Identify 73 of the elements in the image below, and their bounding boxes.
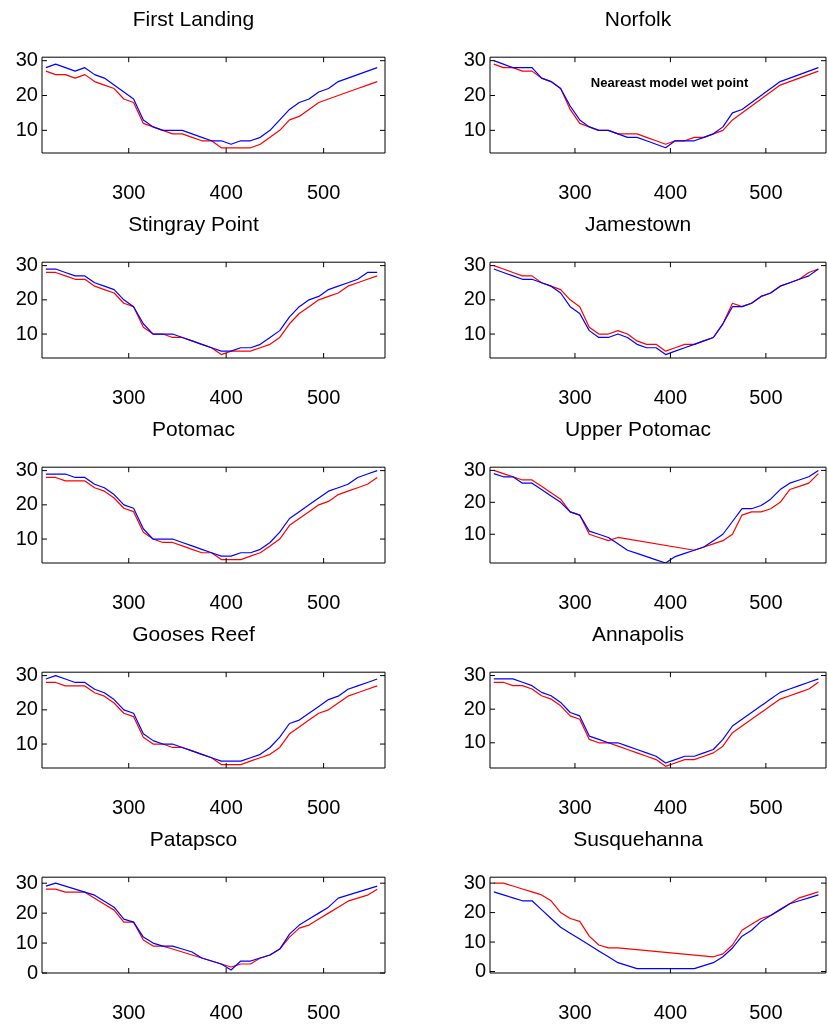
y-tick-label: 30 xyxy=(15,253,38,276)
x-tick-label: 500 xyxy=(306,180,341,203)
x-tick-label: 500 xyxy=(306,795,341,818)
x-tick-label: 400 xyxy=(653,385,688,408)
y-tick-label: 20 xyxy=(15,492,38,515)
x-tick-label: 500 xyxy=(749,180,783,203)
x-tick-label: 300 xyxy=(112,385,146,408)
x-tick-label: 500 xyxy=(306,590,341,613)
y-tick-label: 30 xyxy=(463,48,486,71)
y-tick-label: 20 xyxy=(463,83,486,106)
x-tick-label: 400 xyxy=(209,1000,243,1023)
x-tick-label: 400 xyxy=(653,795,688,818)
x-tick-label: 400 xyxy=(653,1000,688,1023)
x-tick-label: 400 xyxy=(209,180,243,203)
x-tick-label: 400 xyxy=(209,385,243,408)
y-tick-label: 10 xyxy=(15,731,38,754)
y-tick-label: 10 xyxy=(463,730,486,753)
y-tick-label: 30 xyxy=(463,457,486,480)
y-tick-label: 30 xyxy=(15,870,38,893)
x-tick-label: 500 xyxy=(749,795,783,818)
x-tick-label: 300 xyxy=(558,385,592,408)
y-tick-label: 10 xyxy=(463,117,486,140)
y-tick-label: 20 xyxy=(463,489,486,512)
x-tick-label: 300 xyxy=(558,590,592,613)
y-tick-label: 30 xyxy=(463,870,486,893)
chart-title: Susquehanna xyxy=(573,827,704,851)
y-tick-label: 20 xyxy=(15,287,38,310)
y-tick-label: 20 xyxy=(15,900,38,923)
chart-title: Stingray Point xyxy=(128,212,260,236)
y-tick-label: 10 xyxy=(15,321,38,344)
y-tick-label: 10 xyxy=(15,930,38,953)
y-tick-label: 10 xyxy=(15,526,38,549)
y-tick-label: 10 xyxy=(15,117,38,140)
chart-title: Norfolk xyxy=(604,7,672,31)
annotation: Neareast model wet point xyxy=(590,74,749,90)
x-tick-label: 300 xyxy=(558,180,592,203)
chart-title: First Landing xyxy=(132,7,255,31)
y-tick-label: 20 xyxy=(15,697,38,720)
x-tick-label: 500 xyxy=(306,1000,341,1023)
y-tick-label: 20 xyxy=(463,696,486,719)
x-tick-label: 400 xyxy=(653,590,688,613)
y-tick-label: 30 xyxy=(15,663,38,686)
x-tick-label: 500 xyxy=(749,590,783,613)
y-tick-label: 10 xyxy=(463,929,486,952)
chart-title: Gooses Reef xyxy=(132,622,255,646)
x-tick-label: 400 xyxy=(209,795,243,818)
chart-title: Jamestown xyxy=(584,212,692,236)
y-tick-label: 20 xyxy=(15,83,38,106)
chart-title: Upper Potomac xyxy=(565,417,711,441)
y-tick-label: 30 xyxy=(15,48,38,71)
y-tick-label: 20 xyxy=(463,900,486,923)
x-tick-label: 300 xyxy=(112,1000,146,1023)
x-tick-label: 400 xyxy=(653,180,688,203)
y-tick-label: 30 xyxy=(15,458,38,481)
x-tick-label: 500 xyxy=(749,1000,783,1023)
y-tick-label: 0 xyxy=(26,960,38,983)
x-tick-label: 400 xyxy=(209,590,243,613)
x-tick-label: 300 xyxy=(112,795,146,818)
x-tick-label: 500 xyxy=(749,385,783,408)
y-tick-label: 10 xyxy=(463,521,486,544)
y-tick-label: 30 xyxy=(463,663,486,686)
x-tick-label: 300 xyxy=(558,795,592,818)
chart-title: Annapolis xyxy=(591,622,685,646)
x-tick-label: 300 xyxy=(558,1000,592,1023)
x-tick-label: 300 xyxy=(112,180,146,203)
y-tick-label: 10 xyxy=(463,321,486,344)
y-tick-label: 0 xyxy=(474,959,486,982)
x-tick-label: 300 xyxy=(112,590,146,613)
y-tick-label: 30 xyxy=(463,253,486,276)
chart-title: Potomac xyxy=(152,417,235,441)
y-tick-label: 20 xyxy=(463,287,486,310)
chart-title: Patapsco xyxy=(149,827,238,851)
x-tick-label: 500 xyxy=(306,385,341,408)
